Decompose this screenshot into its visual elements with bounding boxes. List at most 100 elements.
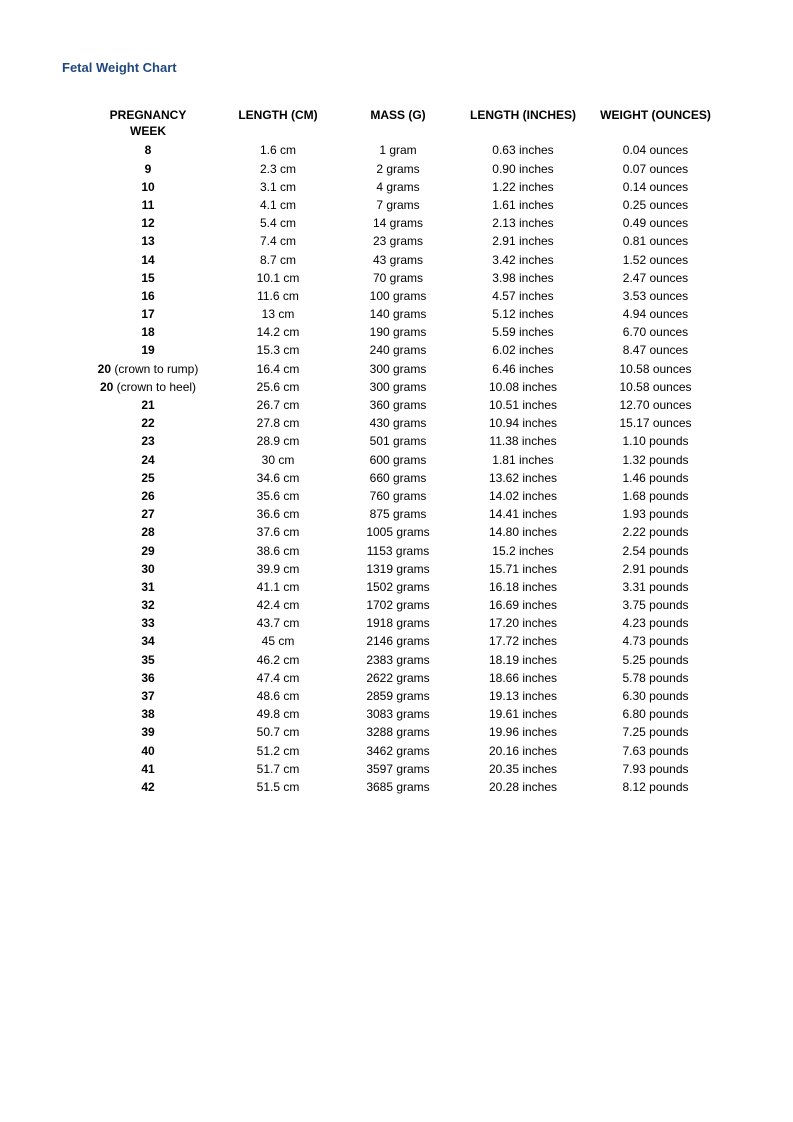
header-mass: MASS (G)	[338, 105, 458, 141]
week-number: 22	[141, 416, 154, 430]
cell-length-in: 14.41 inches	[458, 505, 588, 523]
cell-weight: 2.54 pounds	[588, 542, 723, 560]
cell-mass: 300 grams	[338, 378, 458, 396]
cell-mass: 3685 grams	[338, 778, 458, 796]
cell-weight: 8.12 pounds	[588, 778, 723, 796]
table-row: 3445 cm2146 grams17.72 inches4.73 pounds	[78, 632, 723, 650]
cell-length-cm: 11.6 cm	[218, 287, 338, 305]
week-number: 23	[141, 434, 154, 448]
cell-weight: 12.70 ounces	[588, 396, 723, 414]
table-header-row: PREGNANCY WEEK LENGTH (CM) MASS (G) LENG…	[78, 105, 723, 141]
cell-length-cm: 2.3 cm	[218, 160, 338, 178]
cell-length-cm: 50.7 cm	[218, 723, 338, 741]
table-row: 3343.7 cm1918 grams17.20 inches4.23 poun…	[78, 614, 723, 632]
cell-mass: 360 grams	[338, 396, 458, 414]
cell-weight: 2.22 pounds	[588, 523, 723, 541]
cell-week: 35	[78, 651, 218, 669]
cell-weight: 7.25 pounds	[588, 723, 723, 741]
table-row: 1510.1 cm70 grams3.98 inches2.47 ounces	[78, 269, 723, 287]
cell-length-in: 2.91 inches	[458, 232, 588, 250]
table-row: 2736.6 cm875 grams14.41 inches1.93 pound…	[78, 505, 723, 523]
cell-weight: 3.75 pounds	[588, 596, 723, 614]
header-length-cm: LENGTH (CM)	[218, 105, 338, 141]
cell-week: 31	[78, 578, 218, 596]
table-row: 3849.8 cm3083 grams19.61 inches6.80 poun…	[78, 705, 723, 723]
cell-length-cm: 51.2 cm	[218, 742, 338, 760]
cell-length-in: 18.66 inches	[458, 669, 588, 687]
cell-mass: 1153 grams	[338, 542, 458, 560]
cell-weight: 8.47 ounces	[588, 341, 723, 359]
week-number: 26	[141, 489, 154, 503]
cell-weight: 15.17 ounces	[588, 414, 723, 432]
cell-week: 24	[78, 451, 218, 469]
cell-length-cm: 26.7 cm	[218, 396, 338, 414]
cell-weight: 5.25 pounds	[588, 651, 723, 669]
cell-week: 22	[78, 414, 218, 432]
cell-mass: 2622 grams	[338, 669, 458, 687]
week-number: 8	[145, 143, 152, 157]
cell-mass: 2859 grams	[338, 687, 458, 705]
cell-weight: 4.73 pounds	[588, 632, 723, 650]
cell-length-cm: 47.4 cm	[218, 669, 338, 687]
cell-length-cm: 48.6 cm	[218, 687, 338, 705]
table-row: 103.1 cm4 grams1.22 inches0.14 ounces	[78, 178, 723, 196]
cell-length-cm: 14.2 cm	[218, 323, 338, 341]
week-number: 34	[141, 634, 154, 648]
cell-week: 23	[78, 432, 218, 450]
table-row: 114.1 cm7 grams1.61 inches0.25 ounces	[78, 196, 723, 214]
week-number: 18	[141, 325, 154, 339]
cell-length-in: 18.19 inches	[458, 651, 588, 669]
cell-weight: 1.68 pounds	[588, 487, 723, 505]
week-number: 14	[141, 253, 154, 267]
cell-mass: 660 grams	[338, 469, 458, 487]
cell-weight: 6.70 ounces	[588, 323, 723, 341]
cell-length-in: 15.71 inches	[458, 560, 588, 578]
cell-week: 10	[78, 178, 218, 196]
table-row: 20 (crown to rump)16.4 cm300 grams6.46 i…	[78, 360, 723, 378]
cell-weight: 3.31 pounds	[588, 578, 723, 596]
week-number: 28	[141, 525, 154, 539]
cell-length-in: 19.61 inches	[458, 705, 588, 723]
week-number: 29	[141, 544, 154, 558]
table-row: 2938.6 cm1153 grams15.2 inches2.54 pound…	[78, 542, 723, 560]
cell-week: 26	[78, 487, 218, 505]
table-row: 3242.4 cm1702 grams16.69 inches3.75 poun…	[78, 596, 723, 614]
cell-length-cm: 10.1 cm	[218, 269, 338, 287]
cell-length-in: 15.2 inches	[458, 542, 588, 560]
table-row: 2534.6 cm660 grams13.62 inches1.46 pound…	[78, 469, 723, 487]
week-note: (crown to rump)	[111, 362, 198, 376]
table-row: 2126.7 cm360 grams10.51 inches12.70 ounc…	[78, 396, 723, 414]
cell-mass: 3462 grams	[338, 742, 458, 760]
table-row: 2328.9 cm501 grams11.38 inches1.10 pound…	[78, 432, 723, 450]
week-number: 30	[141, 562, 154, 576]
cell-mass: 2146 grams	[338, 632, 458, 650]
cell-length-in: 17.72 inches	[458, 632, 588, 650]
table-row: 92.3 cm2 grams0.90 inches0.07 ounces	[78, 160, 723, 178]
week-number: 31	[141, 580, 154, 594]
table-body: 81.6 cm1 gram0.63 inches0.04 ounces92.3 …	[78, 141, 723, 796]
cell-week: 9	[78, 160, 218, 178]
cell-length-in: 13.62 inches	[458, 469, 588, 487]
cell-week: 18	[78, 323, 218, 341]
week-note: (crown to heel)	[113, 380, 196, 394]
cell-week: 33	[78, 614, 218, 632]
cell-length-in: 19.13 inches	[458, 687, 588, 705]
cell-week: 38	[78, 705, 218, 723]
cell-length-cm: 36.6 cm	[218, 505, 338, 523]
table-row: 3647.4 cm2622 grams18.66 inches5.78 poun…	[78, 669, 723, 687]
table-row: 4151.7 cm3597 grams20.35 inches7.93 poun…	[78, 760, 723, 778]
cell-length-in: 11.38 inches	[458, 432, 588, 450]
cell-length-cm: 13 cm	[218, 305, 338, 323]
cell-mass: 760 grams	[338, 487, 458, 505]
cell-mass: 240 grams	[338, 341, 458, 359]
cell-length-in: 20.35 inches	[458, 760, 588, 778]
cell-week: 13	[78, 232, 218, 250]
header-length-in: LENGTH (INCHES)	[458, 105, 588, 141]
cell-weight: 0.49 ounces	[588, 214, 723, 232]
cell-mass: 2 grams	[338, 160, 458, 178]
cell-weight: 1.10 pounds	[588, 432, 723, 450]
table-row: 3748.6 cm2859 grams19.13 inches6.30 poun…	[78, 687, 723, 705]
cell-length-cm: 43.7 cm	[218, 614, 338, 632]
cell-length-in: 1.22 inches	[458, 178, 588, 196]
table-container: PREGNANCY WEEK LENGTH (CM) MASS (G) LENG…	[78, 105, 743, 796]
